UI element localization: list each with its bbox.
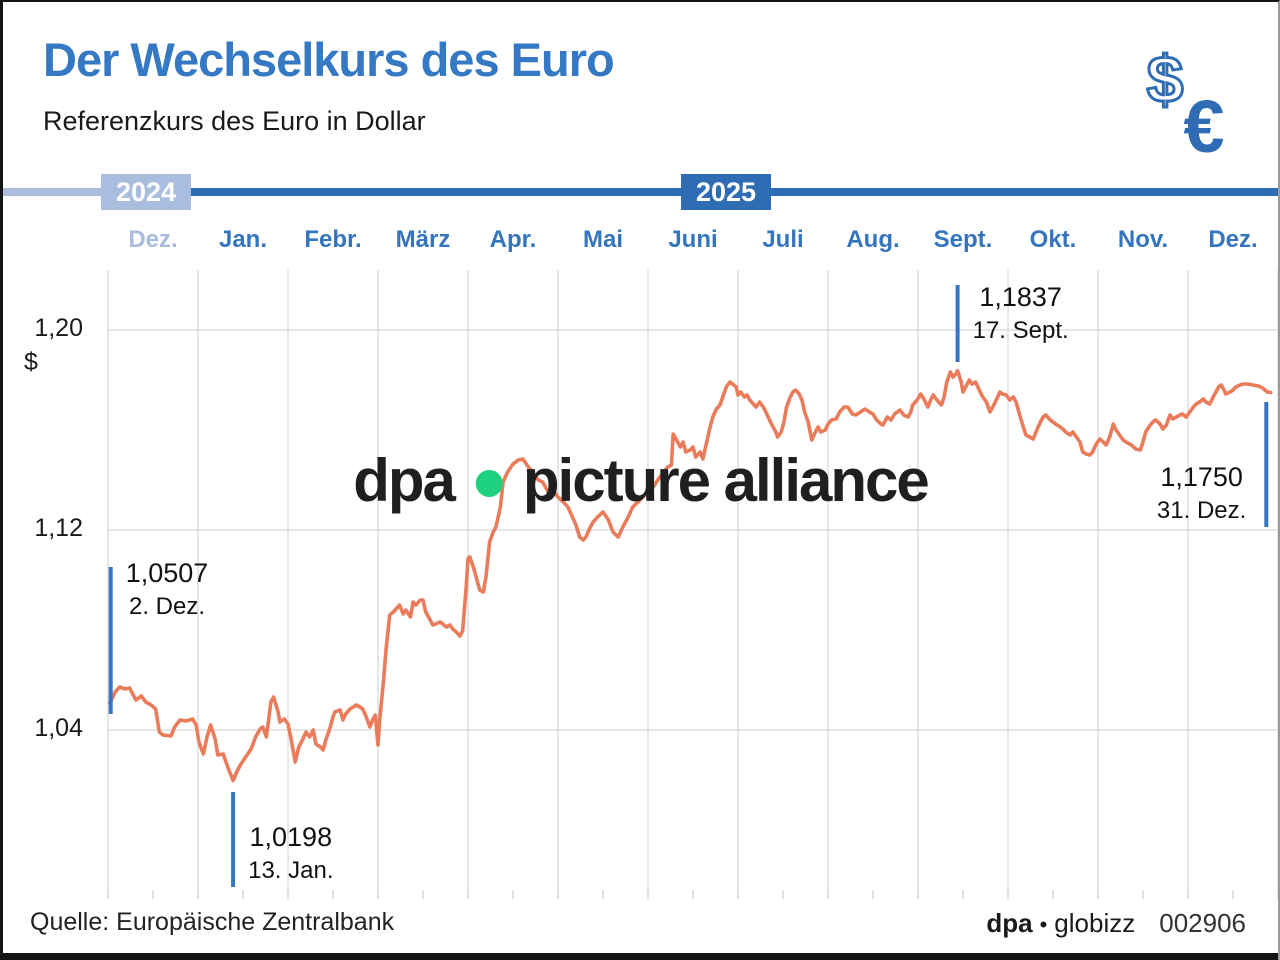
page-subtitle: Referenzkurs des Euro in Dollar [43,106,426,136]
dollar-euro-icon: $ € [1145,41,1224,161]
dpa-picture-alliance-watermark: dpa picture alliance [353,446,930,515]
annotation-date: 17. Sept. [972,317,1069,345]
graphic-number: 002906 [1159,908,1246,938]
annotation-2dez: 1,0507 2. Dez. [126,556,209,622]
annotation-date: 13. Jan. [248,857,334,885]
month-label-jan: Jan. [218,226,268,253]
y-axis-label-1-20: 1,20 [34,314,83,342]
year-2025-label: 2025 [695,176,757,207]
euro-sign-icon: € [1183,85,1224,160]
eur-usd-rate-line [108,368,1273,783]
y-axis-label-1-04: 1,04 [34,714,83,742]
annotation-value: 1,0198 [249,822,333,852]
month-label-dez: Dez. [1208,226,1258,253]
month-label-aug: Aug. [846,226,900,253]
y-axis-label-1-12: 1,12 [34,514,83,542]
month-label-nov: Nov. [1117,226,1169,253]
year-badge-2025: 2025 [681,174,771,210]
month-label-juni: Juni [668,226,718,253]
annotation-value: 1,1837 [979,282,1062,312]
annotation-date: 31. Dez. [1156,497,1247,525]
month-label-märz: März [395,226,451,253]
year-2024-label: 2024 [115,176,177,207]
annotation-date: 2. Dez. [128,593,205,621]
month-label-mai: Mai [582,226,624,253]
month-axis-labels: Dez. Jan. Febr. März Apr. Mai Juni Juli Aug. Sept… [3,226,1278,258]
month-label-febr: Febr. [304,226,362,253]
dollar-sign-icon: $ [1147,42,1184,116]
annotation-value: 1,0507 [125,558,209,588]
month-label-sept: Sept. [933,226,993,253]
y-axis-unit-dollar: $ [24,348,38,376]
month-label-juli: Juli [762,226,804,253]
watermark-dpa-text: dpa [353,447,456,514]
year-badge-2024: 2024 [101,174,191,210]
agency-bullet-icon: • [1039,912,1048,937]
timeline-bar-2024 [3,188,101,196]
agency-globizz-label: globizz [1054,908,1136,938]
annotation-value: 1,1750 [1160,462,1243,492]
source-credit: Quelle: Europäische Zentralbank [30,908,395,936]
bottom-border-bar [3,953,1278,960]
month-label-dez-2024: Dez. [128,226,178,253]
exchange-rate-line-chart [107,270,1278,899]
annotation-17sept: 1,1837 17. Sept. [973,280,1069,346]
page-title: Der Wechselkurs des Euro [43,33,615,86]
annotation-31dez: 1,1750 31. Dez. [1157,460,1246,526]
month-label-okt: Okt. [1029,226,1077,253]
watermark-picture-alliance-text: picture alliance [522,447,930,514]
agency-dpa-label: dpa [986,908,1033,938]
year-timeline: 2024 2025 [3,174,1278,212]
green-dot-icon [475,470,503,497]
agency-credit: dpa • globizz 002906 [986,908,1246,939]
annotation-13jan: 1,0198 13. Jan. [248,820,333,886]
month-label-apr: Apr. [489,226,537,253]
